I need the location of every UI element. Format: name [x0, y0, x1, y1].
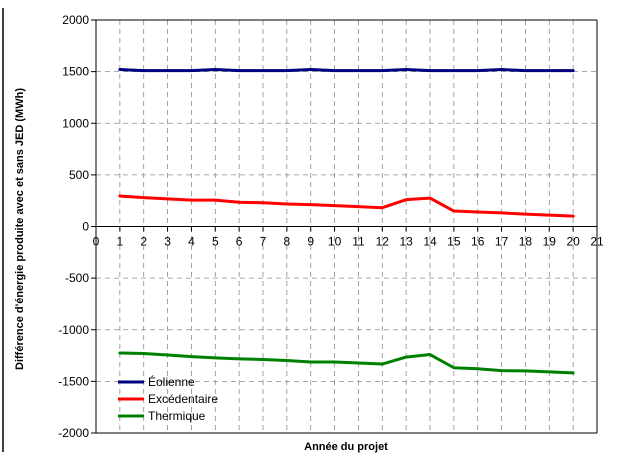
series-line-3: [120, 353, 573, 373]
series-line-1: [120, 70, 573, 71]
x-tick-label: 21: [590, 235, 604, 249]
x-axis-title: Année du projet: [304, 441, 388, 453]
x-tick-label: 4: [188, 235, 195, 249]
series-line-2: [120, 196, 573, 216]
x-tick-label: 6: [236, 235, 243, 249]
y-tick-label: -2000: [58, 426, 89, 440]
x-tick-label: 14: [423, 235, 437, 249]
x-tick-label: 12: [376, 235, 390, 249]
y-axis-title: Différence d'énergie produite avec et sa…: [14, 88, 26, 370]
y-tick-label: 500: [69, 168, 89, 182]
y-tick-label: -1000: [58, 323, 89, 337]
x-tick-label: 19: [543, 235, 557, 249]
y-tick-label: 1000: [62, 116, 89, 130]
x-tick-label: 15: [447, 235, 461, 249]
y-tick-label: -500: [65, 271, 89, 285]
y-tick-labels: 2000 1500 1000 500 0 -500 -1000 -1500 -2000: [58, 13, 89, 440]
x-tick-label: 10: [328, 235, 342, 249]
x-tick-label: 17: [495, 235, 509, 249]
x-tick-labels: 0 1 2 3 4 5 6 7 8 9 10 11 12 13 14 15 16 17 18 19 20 21: [93, 235, 604, 249]
legend: Éolienne Excédentaire Thermique: [118, 374, 218, 423]
x-tick-label: 0: [93, 235, 100, 249]
legend-label: Thermique: [148, 409, 206, 423]
legend-label: Éolienne: [148, 374, 195, 389]
y-tick-label: 1500: [62, 65, 89, 79]
x-tick-label: 3: [164, 235, 171, 249]
y-tick-label: 2000: [62, 13, 89, 27]
series-lines: [120, 70, 573, 373]
x-tick-label: 18: [519, 235, 533, 249]
x-tick-label: 5: [212, 235, 219, 249]
y-tick-label: 0: [82, 220, 89, 234]
legend-label: Excédentaire: [148, 392, 218, 406]
x-tick-label: 9: [307, 235, 314, 249]
x-tick-label: 13: [399, 235, 413, 249]
x-tick-label: 16: [471, 235, 485, 249]
x-tick-label: 11: [352, 235, 365, 249]
x-tick-label: 8: [284, 235, 291, 249]
x-tick-label: 1: [117, 235, 124, 249]
x-tick-label: 20: [566, 235, 580, 249]
x-tick-label: 7: [260, 235, 267, 249]
y-tick-label: -1500: [58, 374, 89, 388]
x-tick-label: 2: [140, 235, 147, 249]
